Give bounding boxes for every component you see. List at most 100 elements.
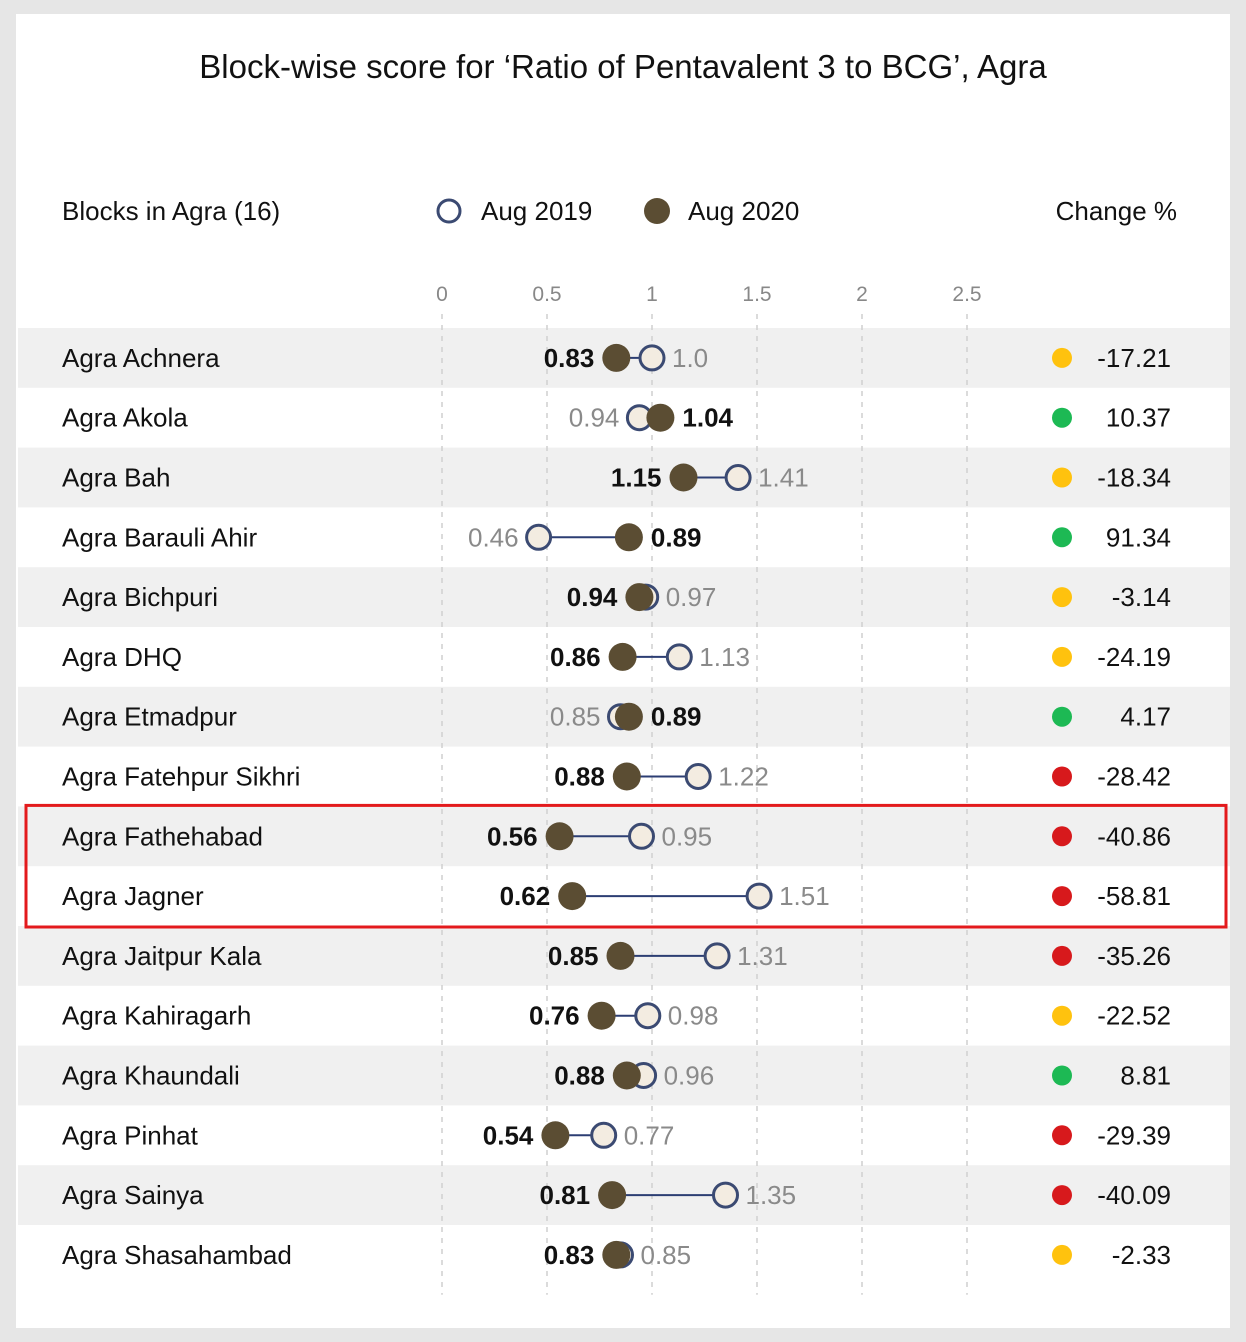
aug-2020-point <box>606 941 635 970</box>
status-dot <box>1052 467 1072 488</box>
status-dot <box>1052 527 1072 548</box>
block-label: Agra Jagner <box>62 881 204 911</box>
aug-2019-point <box>703 942 731 970</box>
status-dot <box>1052 826 1072 847</box>
status-dot <box>1052 347 1072 368</box>
aug-2020-point <box>545 822 574 851</box>
x-tick-label: 0 <box>436 283 448 306</box>
data-rows: Agra Achnera 0.83 1.0 -17.21 Agra Akola 0.94 1… <box>62 343 1171 1270</box>
block-label: Agra Fathehabad <box>62 821 263 851</box>
blocks-column-header: Blocks in Agra (16) <box>62 196 280 226</box>
row-agra-kahiragarh: Agra Kahiragarh 0.76 0.98 -22.52 <box>62 1001 1171 1031</box>
block-label: Agra Etmadpur <box>62 702 237 732</box>
change-value: -35.26 <box>1097 941 1171 971</box>
x-tick-label: 1 <box>646 283 658 306</box>
dumbbell-chart: Block-wise score for ‘Ratio of Pentavale… <box>18 48 1230 1295</box>
aug-2019-point <box>628 822 655 850</box>
block-label: Agra Akola <box>62 403 188 433</box>
change-value: -22.52 <box>1097 1001 1171 1031</box>
row-stripe <box>18 567 1230 627</box>
value-label: 0.54 <box>483 1120 534 1150</box>
status-dot <box>1052 1125 1072 1146</box>
status-dot <box>1052 646 1072 667</box>
aug-2020-point <box>598 1181 627 1210</box>
change-value: -24.19 <box>1097 642 1171 672</box>
row-agra-pinhat: Agra Pinhat 0.54 0.77 -29.39 <box>62 1120 1171 1150</box>
block-label: Agra Jaitpur Kala <box>62 941 262 971</box>
block-label: Agra Bah <box>62 463 170 493</box>
row-agra-khaundali: Agra Khaundali 0.88 0.96 8.81 <box>62 1061 1171 1091</box>
row-agra-jaitpur-kala: Agra Jaitpur Kala 0.85 1.31 -35.26 <box>62 941 1171 971</box>
aug-2020-point <box>558 882 587 911</box>
block-label: Agra Kahiragarh <box>62 1001 251 1031</box>
status-dot <box>1052 1005 1072 1026</box>
value-label: 0.86 <box>550 642 601 672</box>
aug-2019-point <box>724 464 752 491</box>
x-tick-label: 1.5 <box>742 283 771 306</box>
status-dot <box>1052 886 1072 907</box>
aug-2020-point <box>587 1001 616 1030</box>
x-tick-labels: 0 0.5 1 1.5 2 2.5 <box>436 283 981 306</box>
aug-2019-point <box>638 344 666 372</box>
value-label: 1.31 <box>737 941 788 971</box>
status-dot <box>1052 587 1072 608</box>
block-label: Agra Pinhat <box>62 1120 199 1150</box>
aug-2020-point <box>614 523 643 552</box>
status-dot <box>1052 1185 1072 1206</box>
legend: Aug 2019 Aug 2020 <box>436 196 799 226</box>
value-label: 1.35 <box>746 1180 797 1210</box>
change-column-header: Change % <box>1056 196 1177 226</box>
value-label: 0.89 <box>651 522 702 552</box>
row-agra-dhq: Agra DHQ 0.86 1.13 -24.19 <box>62 642 1171 672</box>
block-label: Agra DHQ <box>62 642 182 672</box>
change-value: -18.34 <box>1097 463 1171 493</box>
value-label: 1.04 <box>682 403 733 433</box>
aug-2019-point <box>590 1121 618 1149</box>
row-agra-etmadpur: Agra Etmadpur 0.85 0.89 4.17 <box>62 702 1171 732</box>
row-agra-barauli-ahir: Agra Barauli Ahir 0.46 0.89 91.34 <box>62 522 1171 552</box>
row-stripe <box>18 447 1230 508</box>
chart-title: Block-wise score for ‘Ratio of Pentavale… <box>199 48 1047 85</box>
status-dot <box>1052 1244 1072 1265</box>
value-label: 1.0 <box>672 343 708 373</box>
change-value: -29.39 <box>1097 1120 1171 1150</box>
legend-marker-aug-2019 <box>436 198 462 224</box>
legend-label-aug-2019: Aug 2019 <box>481 196 592 226</box>
value-label: 0.96 <box>664 1061 715 1091</box>
legend-label-aug-2020: Aug 2020 <box>688 196 799 226</box>
block-label: Agra Shasahambad <box>62 1240 292 1270</box>
row-agra-bah: Agra Bah 1.15 1.41 -18.34 <box>62 463 1171 493</box>
aug-2020-point <box>602 1240 631 1269</box>
chart-card: Block-wise score for ‘Ratio of Pentavale… <box>16 14 1230 1328</box>
status-dot <box>1052 1065 1072 1086</box>
aug-2020-point <box>608 642 637 671</box>
block-label: Agra Khaundali <box>62 1061 240 1091</box>
status-dot <box>1052 407 1072 428</box>
block-label: Agra Bichpuri <box>62 582 218 612</box>
block-label: Agra Barauli Ahir <box>62 522 257 552</box>
value-label: 0.94 <box>567 582 618 612</box>
aug-2020-point <box>612 762 641 791</box>
change-value: -40.09 <box>1097 1180 1171 1210</box>
legend-marker-aug-2020 <box>644 198 670 224</box>
row-agra-achnera: Agra Achnera 0.83 1.0 -17.21 <box>62 343 1171 373</box>
block-label: Agra Achnera <box>62 343 220 373</box>
value-label: 0.56 <box>487 821 538 851</box>
aug-2019-point <box>712 1181 739 1209</box>
aug-2019-point <box>745 882 773 910</box>
row-agra-akola: Agra Akola 0.94 1.04 10.37 <box>62 403 1171 433</box>
change-value: -58.81 <box>1097 881 1171 911</box>
aug-2020-point <box>602 343 631 372</box>
value-label: 0.81 <box>539 1180 590 1210</box>
aug-2019-point <box>684 763 712 790</box>
value-label: 0.88 <box>554 762 605 792</box>
value-label: 0.77 <box>624 1120 675 1150</box>
x-tick-label: 2.5 <box>952 283 981 306</box>
value-label: 0.85 <box>548 941 599 971</box>
value-label: 1.15 <box>611 463 662 493</box>
aug-2019-point <box>525 523 553 551</box>
value-label: 0.85 <box>641 1240 692 1270</box>
highlight-box <box>24 803 1228 929</box>
aug-2020-point <box>541 1121 570 1150</box>
value-label: 1.41 <box>758 463 809 493</box>
